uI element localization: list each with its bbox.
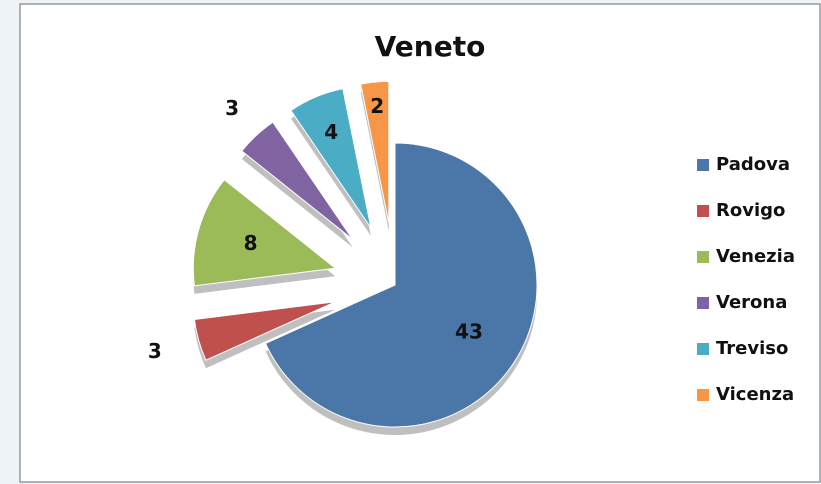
legend-label: Treviso [716,338,788,359]
legend-swatch [697,205,709,217]
pie-slice [192,178,337,287]
legend-swatch [697,297,709,309]
legend-label: Verona [716,292,787,313]
legend-label: Vicenza [716,384,794,405]
data-label: 3 [148,339,162,363]
data-label: 8 [244,231,258,255]
legend-label: Venezia [716,246,795,267]
pie-slice [360,80,390,224]
data-label: 3 [225,96,239,120]
data-label: 43 [455,319,483,343]
pie-slice [193,301,336,361]
pie-slice [241,121,354,240]
chart-title: Veneto [375,30,486,63]
legend-label: Padova [716,154,790,175]
legend-swatch [697,159,709,171]
legend-swatch [697,389,709,401]
data-label: 2 [370,94,384,118]
legend-swatch [697,343,709,355]
legend-label: Rovigo [716,200,785,221]
pie-slice [290,88,372,229]
legend-swatch [697,251,709,263]
data-label: 4 [324,120,338,144]
pie-slice [264,142,538,428]
